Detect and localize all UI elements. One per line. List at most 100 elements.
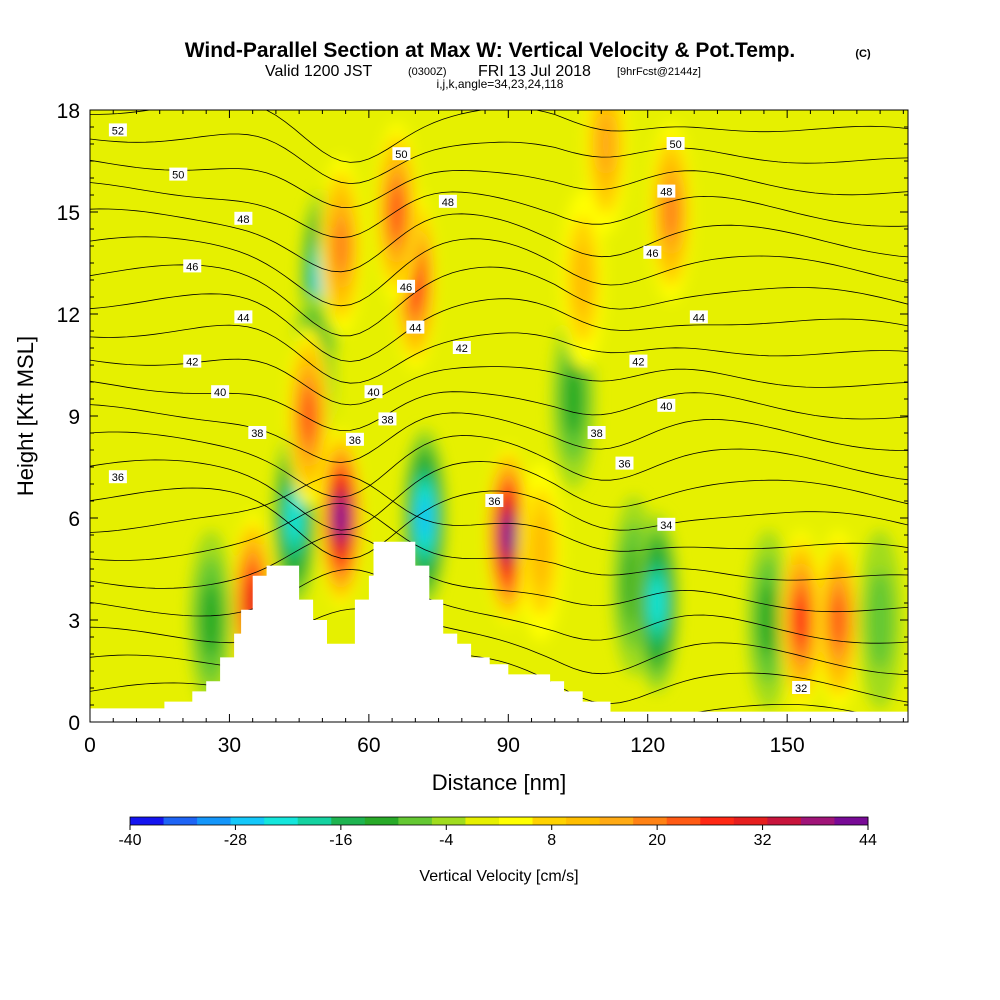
x-tick-label: 0: [84, 734, 96, 757]
contour-label-box: [657, 517, 676, 531]
theta-contour: [90, 568, 908, 644]
contour-label: 44: [234, 310, 253, 324]
colorbar-segment: [297, 817, 332, 825]
theta-contour: [90, 608, 908, 675]
contour-label: 46: [397, 279, 416, 294]
theta-contour: [90, 208, 908, 273]
w-feature-2-level-6: [287, 494, 302, 542]
w-feature-22-level-3: [200, 583, 221, 657]
plot-area: 52 50 48 46 44 42 40 38 36 50 48 46 44 42 40 38 36 36 50 48…: [90, 110, 908, 722]
contour-label-text: 36: [618, 459, 630, 471]
contour-label-text: 52: [112, 125, 124, 137]
contour-label-text: 34: [660, 520, 672, 532]
colorbar-tick-label: 8: [547, 832, 556, 849]
y-tick-label: 15: [57, 202, 80, 225]
contour-label-text: 38: [251, 428, 263, 440]
contour-label: 48: [438, 194, 457, 209]
chart-subtitle-forecast: [9hrFcst@2144z]: [617, 66, 701, 78]
colorbar-segment: [130, 817, 165, 825]
colorbar-tick-label: 32: [754, 832, 772, 849]
theta-contour: [90, 431, 908, 498]
w-feature-7-level-6: [389, 188, 404, 236]
contour-label: 38: [587, 426, 606, 440]
contour-label-box: [169, 167, 188, 181]
colorbar-tick-label: -16: [329, 832, 352, 849]
contour-label: 48: [657, 184, 676, 199]
theta-contour: [90, 182, 908, 239]
theta-contour: [90, 110, 908, 163]
x-axis-label: Distance [nm]: [432, 770, 567, 795]
theta-contour: [90, 358, 908, 406]
contour-label: 32: [792, 681, 811, 695]
contour-label-text: 50: [395, 149, 407, 161]
colorbar-segment: [566, 817, 601, 825]
contour-label: 40: [364, 385, 383, 399]
chart-subtitle-valid: Valid 1200 JST: [265, 63, 373, 80]
theta-contour: [90, 474, 908, 552]
contour-label-text: 48: [442, 197, 454, 209]
colorbar-segment: [431, 817, 466, 825]
contour-label-box: [657, 398, 676, 412]
contour-label-text: 42: [632, 357, 644, 369]
y-tick-label: 3: [68, 610, 80, 633]
contour-label-text: 50: [172, 170, 184, 182]
colorbar-segment: [733, 817, 768, 825]
contour-label: 40: [211, 385, 230, 399]
contour-label: 50: [666, 137, 685, 151]
colorbar-tick-label: -40: [118, 832, 141, 849]
w-feature-8-level-7: [418, 496, 432, 540]
contour-label-box: [397, 279, 416, 293]
theta-contour: [90, 264, 908, 337]
contour-label-box: [666, 137, 685, 150]
contour-label-text: 36: [112, 472, 124, 484]
contour-label-box: [183, 354, 202, 368]
contour-label: 42: [629, 354, 648, 369]
contour-label-box: [234, 211, 253, 225]
theta-contour: [90, 324, 908, 384]
contour-label-text: 36: [349, 435, 361, 447]
w-feature-18-level-7: [794, 598, 808, 642]
contour-label-box: [452, 341, 471, 354]
contour-label-box: [211, 385, 230, 399]
contour-label-text: 48: [237, 214, 249, 226]
contour-label-text: 36: [488, 496, 500, 508]
contour-label: 46: [183, 259, 202, 273]
contour-label-text: 32: [795, 683, 807, 695]
colorbar-segment: [599, 817, 634, 825]
colorbar-segment: [532, 817, 567, 825]
contour-label-text: 38: [590, 428, 602, 440]
terrain-base: [90, 711, 908, 722]
x-tick-label: 90: [497, 734, 520, 757]
contour-label: 44: [689, 310, 708, 324]
contour-label-box: [587, 426, 606, 439]
colorbar-segment: [264, 817, 299, 825]
contour-labels: 52 50 48 46 44 42 40 38 36 50 48 46 44 42 40 38 36 36 50 48…: [108, 123, 811, 695]
contour-label: 50: [392, 147, 411, 161]
contour-label: 40: [657, 398, 676, 413]
colorbar-segment: [800, 817, 835, 825]
chart-title-suffix: (C): [855, 48, 871, 60]
contour-label-text: 40: [214, 387, 226, 399]
colorbar-segment: [499, 817, 534, 825]
colorbar-label: Vertical Velocity [cm/s]: [419, 868, 578, 885]
contour-label-box: [108, 470, 127, 484]
w-feature-9-level-11: [502, 517, 514, 553]
contour-label-box: [485, 494, 504, 507]
terrain: [90, 541, 908, 722]
w-feature-11-level-3: [563, 362, 584, 436]
x-tick-label: 120: [630, 734, 665, 757]
contour-label-text: 46: [186, 261, 198, 273]
contour-label-box: [643, 245, 662, 259]
colorbar-segment: [197, 817, 232, 825]
contour-label-box: [234, 310, 253, 324]
potential-temperature-contours: [90, 110, 908, 722]
contour-label: 48: [234, 211, 253, 226]
w-feature-5-level-11: [335, 500, 347, 536]
contour-label: 44: [406, 320, 425, 335]
contour-label-box: [183, 259, 202, 273]
contour-label: 36: [108, 470, 127, 484]
contour-label: 38: [248, 426, 267, 440]
contour-label-text: 44: [237, 312, 249, 324]
colorbar-tick-label: 20: [648, 832, 666, 849]
